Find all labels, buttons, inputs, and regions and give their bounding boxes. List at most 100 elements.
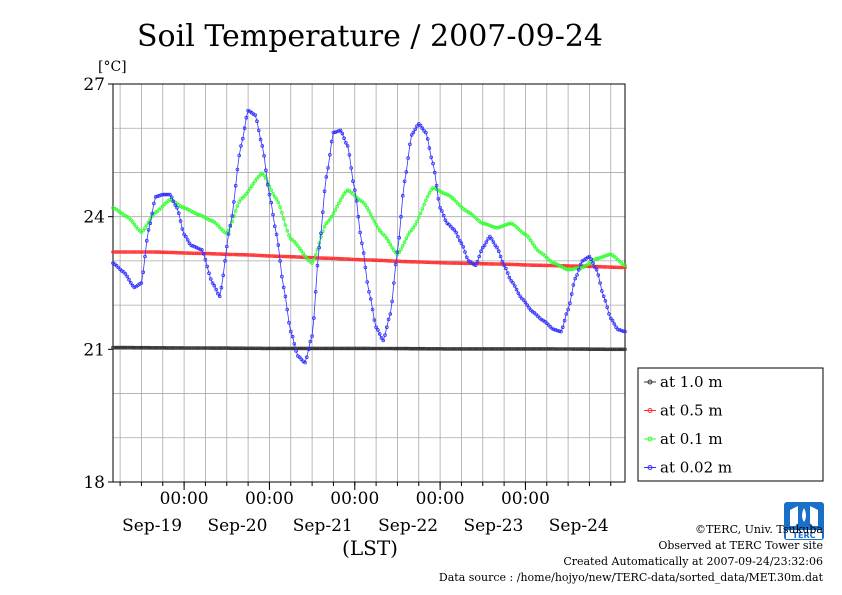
data-point xyxy=(607,265,611,269)
data-point xyxy=(292,254,297,259)
data-point xyxy=(452,228,457,232)
data-point xyxy=(296,346,300,351)
data-point xyxy=(502,347,506,351)
data-point xyxy=(445,347,450,351)
data-point xyxy=(434,346,439,351)
data-point xyxy=(482,261,487,266)
data-point xyxy=(361,346,366,351)
data-point xyxy=(214,221,218,226)
data-point xyxy=(383,258,387,263)
data-point xyxy=(607,347,611,352)
data-point xyxy=(303,254,307,258)
data-point xyxy=(180,346,185,350)
data-point xyxy=(246,108,250,113)
y-axis: 27 24 21 18 xyxy=(83,75,113,493)
data-point xyxy=(324,175,329,179)
data-point xyxy=(610,265,615,270)
data-point xyxy=(338,346,343,351)
data-point xyxy=(191,346,195,350)
data-point xyxy=(415,346,419,351)
data-point xyxy=(153,195,158,199)
data-point xyxy=(530,263,535,268)
data-point xyxy=(294,349,298,353)
data-point xyxy=(241,136,245,141)
data-point xyxy=(271,346,275,351)
data-point xyxy=(553,328,558,332)
data-point xyxy=(336,129,341,133)
data-point xyxy=(372,258,377,263)
data-point xyxy=(146,250,151,254)
data-point xyxy=(509,278,514,283)
data-point xyxy=(516,262,521,267)
data-point xyxy=(274,197,279,201)
data-point xyxy=(228,223,233,228)
data-point xyxy=(201,346,206,350)
data-point xyxy=(153,250,158,254)
data-point xyxy=(557,329,561,334)
data-point xyxy=(397,235,402,240)
data-point xyxy=(495,262,499,266)
data-point xyxy=(166,346,170,350)
data-point xyxy=(233,183,238,188)
data-point xyxy=(152,345,156,350)
data-point xyxy=(344,141,348,145)
data-point xyxy=(386,258,391,263)
data-point xyxy=(619,265,624,270)
data-point xyxy=(408,259,412,264)
data-point xyxy=(507,275,512,280)
data-point xyxy=(388,312,393,316)
data-point xyxy=(329,214,334,219)
data-point xyxy=(456,234,460,239)
data-point xyxy=(607,312,611,316)
data-point xyxy=(209,251,213,256)
data-point xyxy=(424,130,428,135)
data-point xyxy=(566,307,570,312)
x-tick-label: 00:00 xyxy=(416,489,465,509)
data-point xyxy=(415,219,419,224)
data-point xyxy=(367,289,371,294)
data-point xyxy=(219,285,224,290)
data-point xyxy=(429,346,434,351)
data-point xyxy=(568,347,572,351)
data-point xyxy=(191,251,195,256)
data-point xyxy=(461,245,466,249)
data-point xyxy=(200,248,204,252)
data-point xyxy=(601,294,606,299)
data-point xyxy=(349,257,354,262)
data-point xyxy=(342,346,346,351)
data-point xyxy=(326,219,330,224)
data-point xyxy=(123,345,128,350)
data-point xyxy=(315,256,320,260)
data-point xyxy=(127,345,131,350)
data-point xyxy=(249,346,254,351)
data-point xyxy=(258,253,263,258)
data-point xyxy=(308,255,313,260)
data-point xyxy=(493,262,498,266)
data-point xyxy=(182,346,186,350)
data-point xyxy=(580,259,585,263)
data-point xyxy=(164,346,169,350)
data-point xyxy=(498,254,503,259)
data-point xyxy=(530,347,535,351)
data-point xyxy=(512,284,517,288)
data-point xyxy=(566,267,570,272)
data-point xyxy=(265,346,270,351)
data-point xyxy=(301,251,306,256)
data-point xyxy=(129,218,133,222)
data-point xyxy=(237,200,242,204)
data-point xyxy=(427,346,432,351)
data-point xyxy=(207,251,211,256)
data-point xyxy=(550,263,554,268)
data-point xyxy=(127,216,131,220)
data-point xyxy=(271,192,275,196)
data-point xyxy=(461,261,466,266)
data-point xyxy=(418,260,423,264)
data-point xyxy=(118,345,122,350)
data-point xyxy=(184,251,188,255)
data-point xyxy=(320,346,325,351)
data-point xyxy=(406,156,410,160)
data-point xyxy=(198,247,202,252)
data-point xyxy=(246,189,250,194)
data-point xyxy=(493,347,498,351)
data-point xyxy=(368,212,373,217)
